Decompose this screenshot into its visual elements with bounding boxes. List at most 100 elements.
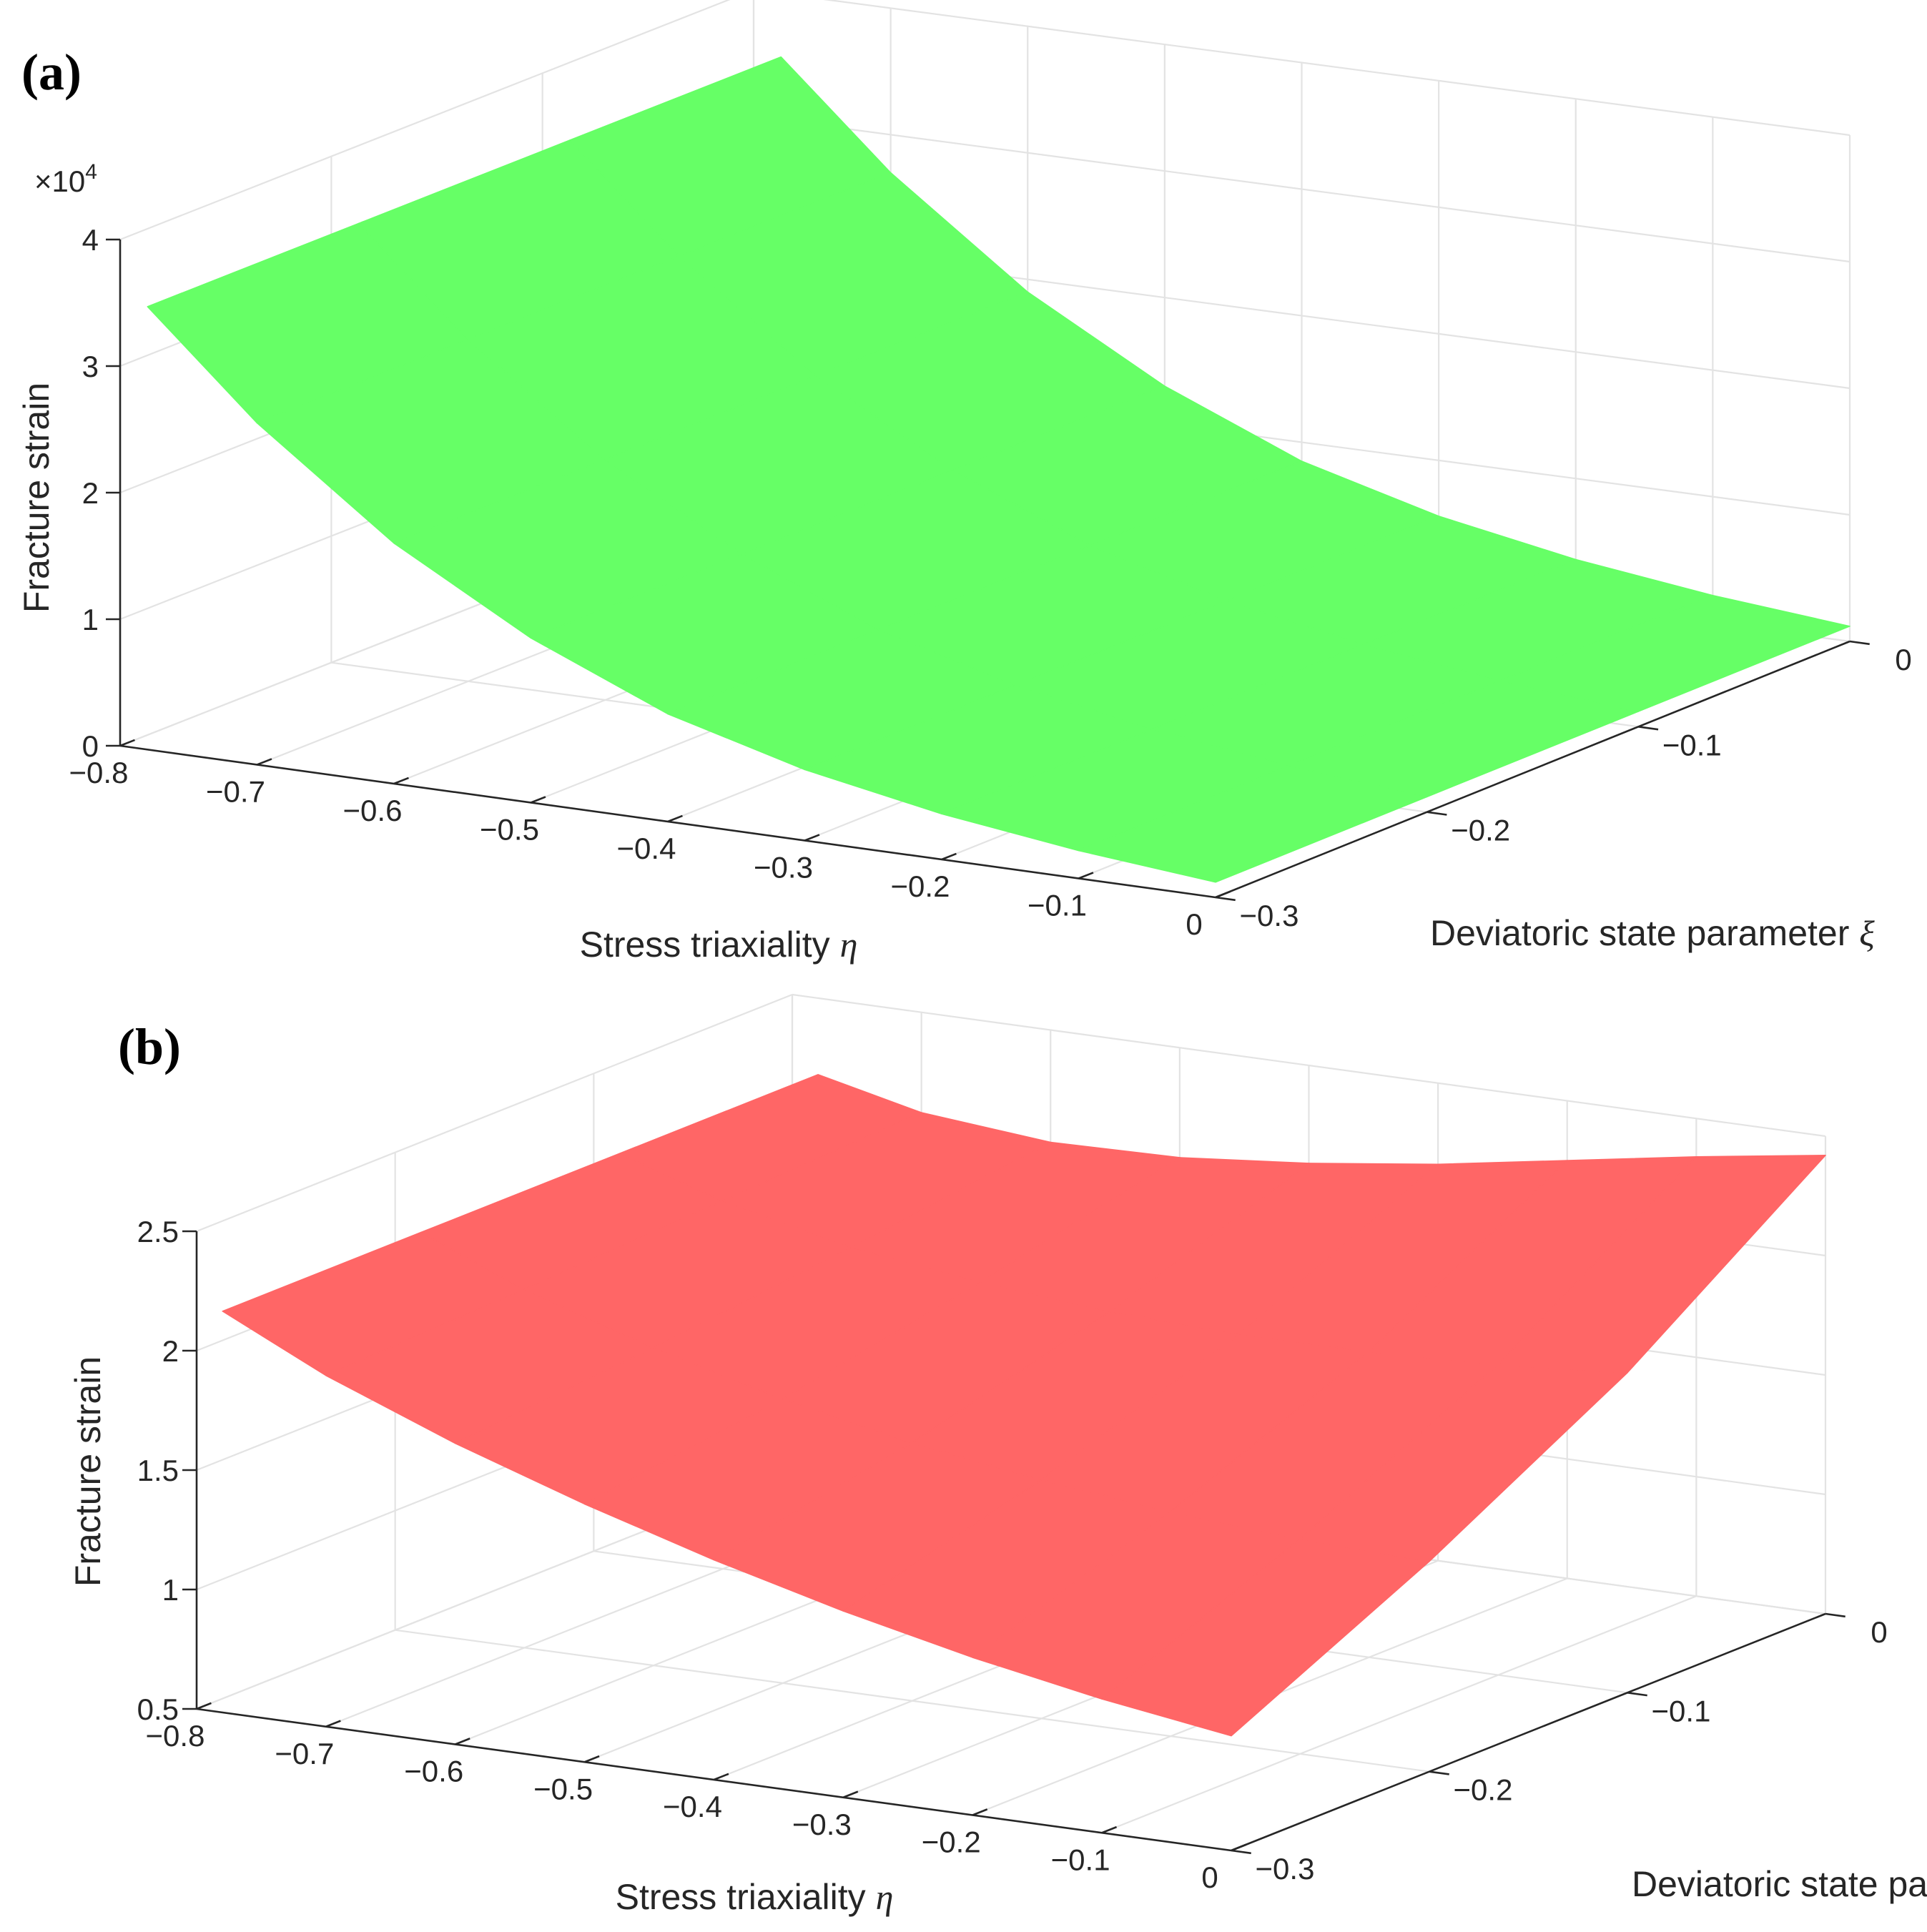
chart-panel-a: −0.8 −0.7 −0.6 −0.5 −0.4 −0.3 −0.2 −0.1 0 −0.3 −0.…	[16, 0, 1912, 965]
x-tick-label: −0.6	[404, 1755, 463, 1788]
x-axis-label: Stress triaxiality η	[580, 925, 858, 965]
z-tick-label: 0.5	[137, 1692, 179, 1726]
y-tick	[1638, 726, 1659, 731]
x-tick-label: 0	[1201, 1860, 1218, 1894]
x-axis-label: Stress triaxiality η	[616, 1877, 894, 1917]
axes: −0.8 −0.7 −0.6 −0.5 −0.4 −0.3 −0.2 −0.1 0 −0.3 −0.…	[69, 223, 1912, 941]
x-axis-symbol: η	[876, 1877, 894, 1917]
y-tick	[1215, 896, 1236, 902]
z-tick-label: 2.5	[137, 1215, 179, 1248]
x-tick	[941, 852, 957, 861]
grid-line-left-z	[119, 0, 731, 241]
z-tick-label: 1	[162, 1573, 179, 1607]
x-tick-label: −0.7	[206, 775, 265, 809]
x-tick-label: −0.1	[1027, 889, 1087, 922]
y-tick-label: 0	[1871, 1615, 1887, 1649]
surface	[147, 56, 1850, 883]
panel-label: (a)	[21, 44, 82, 101]
x-tick-label: −0.5	[533, 1772, 593, 1805]
surface-patch	[1497, 1154, 1826, 1374]
x-tick-label: −0.3	[792, 1808, 852, 1841]
x-axis-label-space	[830, 925, 840, 965]
z-axis-label: Fracture strain	[16, 383, 56, 613]
z-axis-label: Fracture strain	[68, 1356, 108, 1587]
x-tick-label: −0.3	[754, 851, 813, 884]
y-tick-label: 0	[1895, 643, 1911, 676]
chart-panel-b: −0.8 −0.7 −0.6 −0.5 −0.4 −0.3 −0.2 −0.1 0 −0.3 −0.…	[68, 993, 1927, 1917]
x-tick	[972, 1808, 988, 1816]
grid-line-left-z	[196, 993, 793, 1233]
x-tick-label: 0	[1186, 907, 1202, 941]
y-tick-label: −0.1	[1662, 728, 1722, 762]
x-tick-label: −0.5	[480, 813, 539, 847]
x-tick	[1078, 872, 1094, 879]
y-axis-label-text: Deviatoric state parameter	[1632, 1864, 1927, 1904]
x-tick	[804, 834, 820, 842]
z-tick-label: 2	[82, 476, 99, 510]
y-axis-label: Deviatoric state parameter ξ	[1632, 1864, 1927, 1904]
x-tick	[196, 1702, 212, 1710]
grid-line-back-z	[753, 115, 1850, 263]
z-tick-label: 1	[82, 603, 99, 636]
y-tick	[1825, 1612, 1845, 1618]
x-tick-label: −0.1	[1051, 1843, 1110, 1876]
grid-line-floor-x	[1101, 1595, 1697, 1834]
x-tick	[531, 796, 546, 804]
x-tick	[1231, 1843, 1246, 1852]
x-tick	[584, 1755, 600, 1763]
x-tick	[1215, 890, 1231, 899]
x-tick-label: −0.8	[146, 1719, 205, 1753]
y-axis-label-space	[1849, 913, 1859, 953]
multiplier-base: ×10	[34, 164, 85, 198]
y-tick	[1627, 1692, 1647, 1697]
y-tick-label: −0.1	[1652, 1694, 1711, 1728]
x-axis-label-text: Stress triaxiality	[616, 1877, 866, 1917]
grid-line-floor-y	[395, 1629, 1430, 1773]
x-tick	[325, 1720, 341, 1728]
axes: −0.8 −0.7 −0.6 −0.5 −0.4 −0.3 −0.2 −0.1 0 −0.3 −0.…	[137, 1215, 1888, 1894]
z-tick-label: 1.5	[137, 1454, 179, 1487]
y-axis-label: Deviatoric state parameter ξ	[1430, 913, 1875, 953]
x-tick	[393, 777, 409, 785]
z-tick-label: 4	[82, 223, 99, 257]
y-tick	[1426, 811, 1447, 816]
surface	[222, 1074, 1826, 1737]
y-tick-label: −0.3	[1240, 899, 1299, 932]
x-tick	[842, 1790, 859, 1798]
x-axis-symbol: η	[840, 925, 858, 965]
y-tick-label: −0.2	[1451, 814, 1510, 847]
y-tick-label: −0.2	[1454, 1773, 1513, 1807]
x-tick	[119, 739, 135, 747]
x-tick-label: −0.6	[343, 794, 403, 827]
y-axis-line	[1231, 1612, 1826, 1852]
y-axis-symbol: ξ	[1859, 913, 1875, 953]
x-tick	[714, 1773, 729, 1781]
y-tick	[1429, 1770, 1449, 1775]
x-axis-label-text: Stress triaxiality	[580, 925, 830, 965]
grid-line-back-z	[792, 993, 1826, 1138]
surface-patch	[1501, 594, 1850, 712]
z-tick-label: 0	[82, 729, 99, 763]
z-tick-label: 3	[82, 350, 99, 383]
x-tick	[667, 814, 683, 823]
x-axis-label-space	[866, 1877, 876, 1917]
x-tick-label: −0.2	[922, 1825, 981, 1859]
y-axis-label-text: Deviatoric state parameter	[1430, 913, 1849, 953]
x-tick	[1101, 1825, 1118, 1834]
multiplier-exponent: 4	[85, 160, 97, 184]
x-tick	[455, 1738, 470, 1745]
x-tick	[257, 758, 272, 766]
x-tick-label: −0.7	[275, 1737, 334, 1770]
x-tick-label: −0.8	[69, 756, 129, 789]
y-axis-line	[1215, 640, 1850, 899]
z-tick-label: 2	[162, 1334, 179, 1368]
x-tick-label: −0.4	[663, 1790, 722, 1823]
x-tick-label: −0.4	[617, 832, 676, 865]
x-tick-label: −0.2	[891, 869, 950, 903]
y-tick-label: −0.3	[1256, 1852, 1315, 1886]
y-tick	[1849, 640, 1870, 646]
z-multiplier: ×104	[34, 160, 97, 198]
y-tick	[1231, 1849, 1251, 1855]
grid-line-back-z	[823, 0, 1850, 137]
